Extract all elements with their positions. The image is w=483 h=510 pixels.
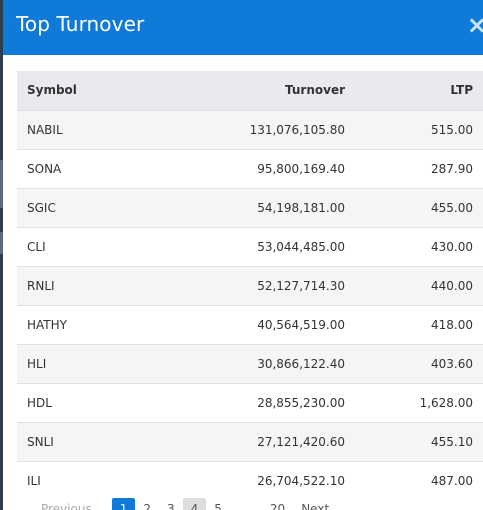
cell-ltp: 487.00 (431, 473, 473, 488)
cell-ltp: 403.60 (431, 356, 473, 371)
background-strip-segment (0, 232, 3, 254)
background-page-strip (0, 0, 3, 510)
turnover-table-container: Symbol Turnover LTP NABIL 131,076,105.80 5… (17, 71, 483, 500)
top-turnover-modal: Top Turnover × Symbol Turnover LTP NABIL… (3, 0, 483, 510)
modal-title: Top Turnover (16, 12, 145, 36)
table-row[interactable]: HATHY 40,564,519.00 418.00 (17, 305, 483, 344)
cell-ltp: 455.00 (431, 200, 473, 215)
modal-header: Top Turnover × (3, 0, 483, 55)
cell-symbol: HDL (27, 395, 52, 410)
cell-symbol: CLI (27, 239, 46, 254)
cell-ltp: 287.90 (431, 161, 473, 176)
cell-symbol: SNLI (27, 434, 54, 449)
cell-turnover: 52,127,714.30 (257, 278, 345, 293)
cell-symbol: SGIC (27, 200, 56, 215)
cell-symbol: RNLI (27, 278, 55, 293)
close-icon[interactable]: × (466, 11, 483, 39)
cell-ltp: 440.00 (431, 278, 473, 293)
pagination-page-4[interactable]: 4 (182, 498, 207, 510)
table-header: Symbol Turnover LTP (17, 71, 483, 110)
cell-ltp: 430.00 (431, 239, 473, 254)
table-row[interactable]: SNLI 27,121,420.60 455.10 (17, 422, 483, 461)
table-body: NABIL 131,076,105.80 515.00 SONA 95,800,169.… (17, 110, 483, 500)
background-strip-segment (0, 160, 3, 208)
table-row[interactable]: ILI 26,704,522.10 487.00 (17, 461, 483, 500)
pagination: Previous 1 2 3 4 5 … 20 Next (33, 498, 337, 510)
table-row[interactable]: SONA 95,800,169.40 287.90 (17, 149, 483, 188)
table-row[interactable]: RNLI 52,127,714.30 440.00 (17, 266, 483, 305)
pagination-page-5[interactable]: 5 (214, 502, 222, 510)
turnover-table: Symbol Turnover LTP NABIL 131,076,105.80 5… (17, 71, 483, 500)
cell-symbol: ILI (27, 473, 41, 488)
cell-symbol: HATHY (27, 317, 67, 332)
cell-symbol: SONA (27, 161, 62, 176)
table-row[interactable]: HLI 30,866,122.40 403.60 (17, 344, 483, 383)
cell-symbol: HLI (27, 356, 47, 371)
pagination-previous[interactable]: Previous (41, 502, 92, 510)
cell-turnover: 30,866,122.40 (257, 356, 345, 371)
cell-turnover: 40,564,519.00 (257, 317, 345, 332)
cell-turnover: 27,121,420.60 (257, 434, 345, 449)
table-row[interactable]: SGIC 54,198,181.00 455.00 (17, 188, 483, 227)
cell-turnover: 26,704,522.10 (257, 473, 345, 488)
table-row[interactable]: HDL 28,855,230.00 1,628.00 (17, 383, 483, 422)
pagination-next[interactable]: Next (301, 502, 330, 510)
cell-turnover: 53,044,485.00 (257, 239, 345, 254)
column-header-ltp[interactable]: LTP (450, 83, 473, 98)
cell-ltp: 515.00 (431, 122, 473, 137)
cell-symbol: NABIL (27, 122, 63, 137)
cell-turnover: 28,855,230.00 (257, 395, 345, 410)
pagination-page-1[interactable]: 1 (111, 498, 136, 510)
cell-ltp: 1,628.00 (419, 395, 473, 410)
column-header-symbol[interactable]: Symbol (27, 83, 77, 98)
cell-turnover: 131,076,105.80 (249, 122, 345, 137)
pagination-page-3[interactable]: 3 (167, 502, 175, 510)
column-header-turnover[interactable]: Turnover (285, 83, 345, 98)
table-row[interactable]: NABIL 131,076,105.80 515.00 (17, 110, 483, 149)
cell-ltp: 455.10 (431, 434, 473, 449)
table-header-row: Symbol Turnover LTP (17, 71, 483, 110)
pagination-page-last[interactable]: 20 (269, 502, 286, 510)
pagination-page-2[interactable]: 2 (143, 502, 151, 510)
cell-ltp: 418.00 (431, 317, 473, 332)
pagination-ellipsis: … (239, 502, 252, 510)
cell-turnover: 95,800,169.40 (257, 161, 345, 176)
cell-turnover: 54,198,181.00 (257, 200, 345, 215)
table-row[interactable]: CLI 53,044,485.00 430.00 (17, 227, 483, 266)
